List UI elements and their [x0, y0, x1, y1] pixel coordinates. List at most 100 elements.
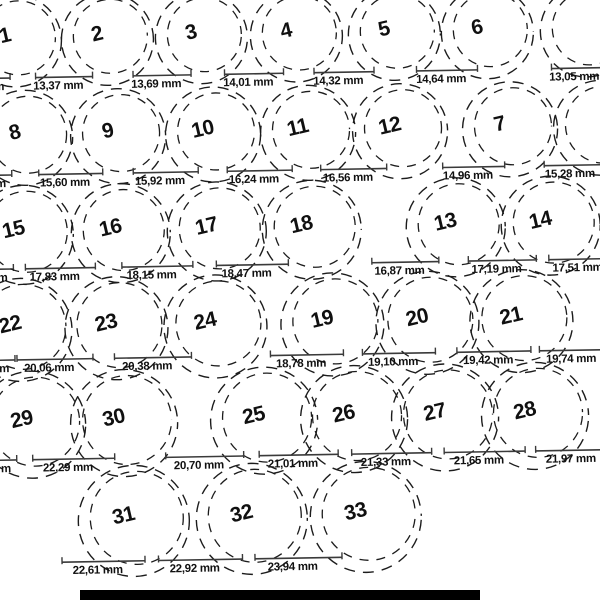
diameter-ruler-bar — [158, 558, 243, 562]
ring-outer-dashed-circle — [500, 175, 600, 276]
chart-row: m 22 23 24 19 20 21 20,06 mm 20,38 mm 18,78 mm 19,… — [0, 268, 600, 383]
ring-outer-dashed-circle — [405, 177, 506, 278]
ring-outer-dashed-circle — [163, 274, 268, 379]
diameter-label-group: 15,28 mm — [543, 160, 600, 181]
ring-inner-dashed-circle — [81, 93, 161, 173]
diameter-mm-label: 21,01 mm — [268, 458, 318, 471]
diameter-label-group: 16,56 mm — [319, 163, 388, 185]
diameter-mm-label: 19,42 mm — [463, 354, 513, 367]
diameter-mm-label: 15,28 mm — [545, 168, 595, 181]
ring-inner-dashed-circle — [0, 0, 57, 76]
ring-outer-dashed-circle — [299, 364, 409, 474]
ring-inner-dashed-circle — [402, 369, 494, 460]
diameter-label-group: 18,47 mm — [215, 259, 290, 280]
ring-inner-dashed-circle — [82, 188, 165, 272]
diameter-ruler-bar — [362, 351, 436, 355]
diameter-mm-label: 15,60 mm — [40, 177, 90, 190]
ring-inner-dashed-circle — [452, 0, 528, 68]
ring-9: 9 — [69, 87, 167, 185]
chart-row: m 29 30 25 26 27 28 22,29 mm 20,70 mm 21,01 mm 21,… — [0, 361, 600, 479]
diameter-mm-label: 14,64 mm — [416, 73, 466, 86]
ring-inner-dashed-circle — [0, 376, 81, 467]
ring-number: 26 — [330, 400, 357, 427]
diameter-mm-label: 21,97 mm — [546, 453, 596, 466]
ring-outer-dashed-circle — [195, 462, 309, 576]
ring-26: 26 — [299, 364, 409, 474]
diameter-ruler-bar — [444, 450, 526, 454]
clipped-edge-label: m — [0, 363, 10, 375]
ring-inner-dashed-circle — [273, 185, 356, 268]
ring-inner-dashed-circle — [271, 90, 351, 169]
ring-29: 29 — [0, 370, 87, 479]
ring-number: 11 — [285, 114, 312, 141]
diameter-ruler-bar — [121, 265, 193, 268]
diameter-mm-label: 18,78 mm — [276, 358, 326, 371]
ring-number: 9 — [100, 118, 116, 143]
ring-outer-dashed-circle — [249, 0, 344, 83]
ring-outer-dashed-circle — [375, 270, 480, 375]
diameter-label-group: 22,29 mm — [31, 453, 116, 475]
diameter-mm-label: 13,69 mm — [131, 78, 181, 91]
diameter-ruler-bar — [114, 356, 192, 360]
diameter-label-group: 15,92 mm — [132, 166, 199, 188]
diameter-label-group: 21,97 mm — [534, 445, 600, 466]
diameter-mm-label: 14,32 mm — [313, 75, 363, 88]
diameter-label-group: 14,01 mm — [223, 68, 285, 89]
diameter-ruler-bar — [25, 266, 96, 270]
ring-outer-dashed-circle — [69, 87, 167, 185]
ring-number: 23 — [93, 309, 120, 336]
ring-inner-dashed-circle — [387, 276, 474, 363]
ring-inner-dashed-circle — [76, 282, 163, 369]
ring-number: 14 — [527, 206, 555, 234]
diameter-label-group: 19,10 mm — [361, 347, 437, 369]
diameter-mm-label: 16,87 mm — [374, 265, 424, 278]
ring-inner-dashed-circle — [363, 89, 443, 168]
diameter-ruler-bar — [227, 169, 293, 173]
ring-inner-dashed-circle — [0, 190, 68, 273]
diameter-mm-label: 20,70 mm — [174, 459, 224, 472]
ring-number: 5 — [376, 16, 393, 41]
ring-outer-dashed-circle — [280, 272, 385, 377]
diameter-mm-label: 13,05 mm — [549, 71, 599, 84]
chart-row: m 8 9 10 11 12 7 15,60 mm 15,92 mm 16,24 mm 16,56 … — [0, 79, 600, 190]
ring-outer-dashed-circle — [347, 0, 442, 82]
ring-number: 15 — [0, 216, 28, 244]
diameter-label-group: 20,70 mm — [164, 450, 245, 472]
ring-outer-dashed-circle — [261, 179, 362, 280]
ring-7: 7 — [461, 81, 559, 178]
diameter-ruler-bar — [35, 75, 93, 79]
ring-12: 12 — [351, 83, 449, 180]
diameter-label-group: 17,83 mm — [24, 262, 97, 284]
ring-11: 11 — [259, 84, 357, 182]
ring-number: 20 — [404, 304, 431, 331]
ring-inner-dashed-circle — [89, 470, 184, 566]
diameter-mm-label: 22,29 mm — [43, 462, 93, 475]
diameter-ruler-bar — [0, 77, 11, 80]
ring-13: 13 — [405, 177, 506, 278]
ring-outer-dashed-circle — [154, 0, 249, 85]
ring-inner-dashed-circle — [551, 0, 600, 66]
ring-28: 28 — [480, 361, 590, 471]
ring-inner-dashed-circle — [207, 468, 302, 563]
ring-10: 10 — [164, 86, 262, 183]
diameter-ruler-bar — [351, 451, 432, 455]
clipped-partial-ring — [552, 79, 600, 176]
ring-outer-dashed-circle — [259, 84, 357, 182]
ring-number: 12 — [376, 112, 403, 139]
ring-outer-dashed-circle — [166, 181, 267, 282]
diameter-ruler-bar — [539, 348, 600, 352]
ring-outer-dashed-circle — [0, 0, 63, 88]
ring-number: 7 — [492, 112, 508, 137]
diameter-label-group: 16,87 mm — [371, 256, 440, 278]
diameter-ruler-bar — [371, 260, 439, 264]
diameter-label-group: 16,24 mm — [226, 165, 293, 186]
ring-outer-dashed-circle — [309, 460, 422, 574]
diameter-label-group: 17,19 mm — [467, 254, 538, 276]
diameter-ruler-bar — [535, 448, 600, 452]
diameter-label-group: 21,01 mm — [258, 449, 339, 471]
diameter-mm-label: 22,61 mm — [73, 564, 123, 577]
diameter-label-group: 20,06 mm — [16, 353, 94, 375]
ring-number: 4 — [278, 18, 295, 43]
